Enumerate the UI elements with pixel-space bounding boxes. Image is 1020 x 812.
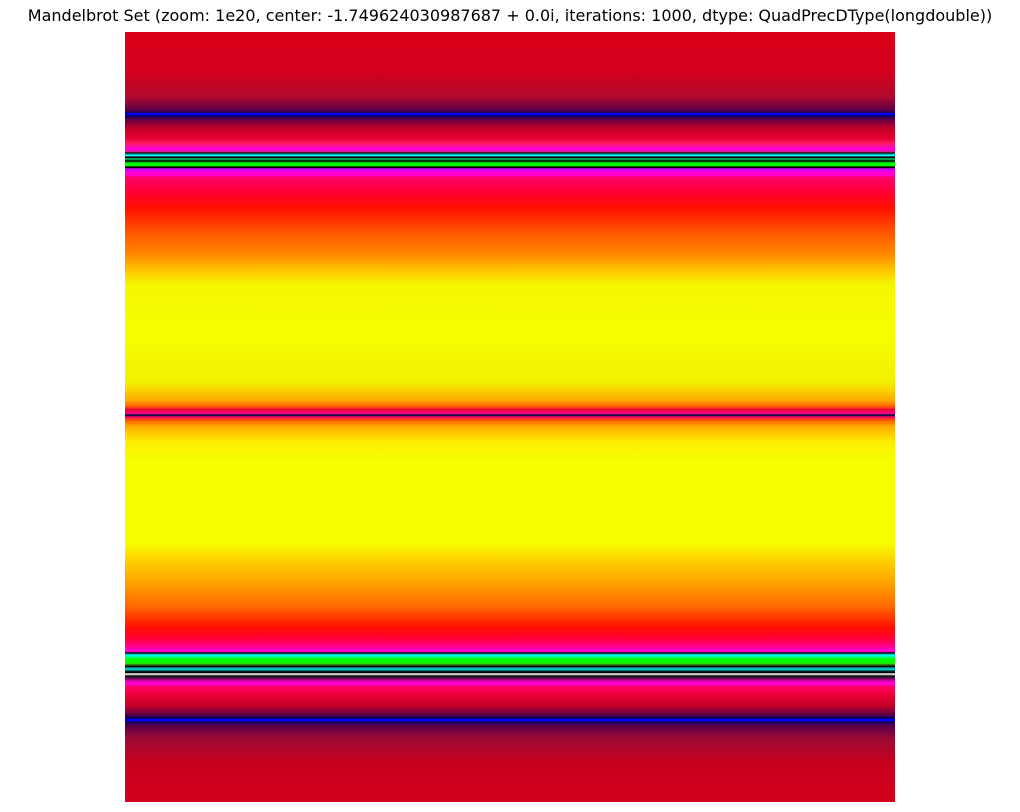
green-band-bottom bbox=[125, 659, 895, 663]
magenta-band-top bbox=[125, 148, 895, 151]
blue-band-top bbox=[125, 113, 895, 115]
magenta-band-bottom-2 bbox=[125, 682, 895, 685]
cyan-band-top bbox=[125, 155, 895, 156]
mandelbrot-image bbox=[125, 32, 895, 802]
dark-band-bottom-3 bbox=[125, 676, 895, 677]
magenta-band-bottom bbox=[125, 650, 895, 652]
magenta-band-top-2 bbox=[125, 173, 895, 176]
blue-band-bottom bbox=[125, 719, 895, 721]
green-band-top bbox=[125, 163, 895, 166]
dark-band-top bbox=[125, 157, 895, 158]
pink-band-middle bbox=[125, 413, 895, 414]
cyan-band-bottom bbox=[125, 669, 895, 670]
plot-title: Mandelbrot Set (zoom: 1e20, center: -1.7… bbox=[27, 6, 993, 25]
dark-band-middle bbox=[125, 415, 895, 416]
dark-band-bottom-2 bbox=[125, 672, 895, 673]
dark-band-top-2 bbox=[125, 167, 895, 168]
dark-band-bottom bbox=[125, 666, 895, 667]
mandelbrot-band-overlay bbox=[125, 113, 895, 721]
